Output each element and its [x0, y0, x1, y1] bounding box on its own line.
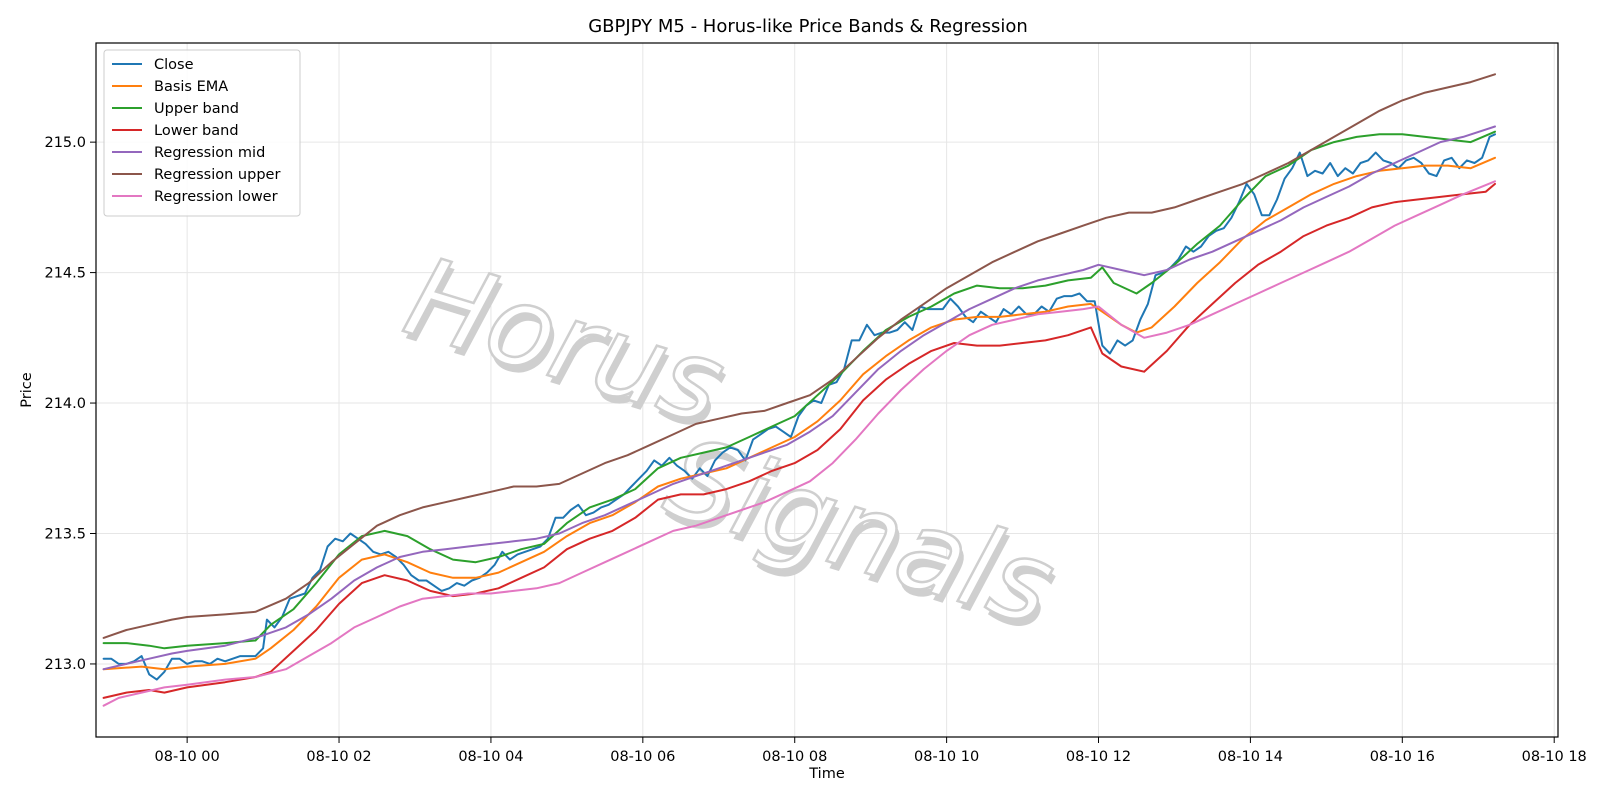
- y-tick-label: 215.0: [44, 135, 86, 151]
- y-tick-label: 214.0: [44, 396, 86, 412]
- chart-title: GBPJPY M5 - Horus-like Price Bands & Reg…: [588, 16, 1028, 37]
- legend: Close Basis EMA Upper band Lower band Regres…: [103, 49, 301, 217]
- series-line-lower-band: [102, 182, 1496, 699]
- y-tick-label: 213.5: [44, 526, 86, 542]
- x-tick-label: 08-10 10: [914, 749, 979, 765]
- x-axis: 08-10 00 08-10 02 08-10 04 08-10 06 08-10 08…: [155, 737, 1587, 765]
- legend-box: [103, 49, 301, 217]
- x-tick-label: 08-10 00: [155, 749, 220, 765]
- legend-label: Regression lower: [154, 189, 278, 205]
- series-line-close: [102, 133, 1496, 681]
- x-tick-label: 08-10 02: [306, 749, 371, 765]
- legend-label: Lower band: [154, 123, 239, 139]
- legend-label: Close: [154, 57, 194, 73]
- x-tick-label: 08-10 12: [1066, 749, 1131, 765]
- legend-label: Regression upper: [154, 167, 280, 183]
- x-tick-label: 08-10 14: [1218, 749, 1283, 765]
- legend-label: Regression mid: [154, 145, 265, 161]
- series-line-upper-band: [102, 130, 1496, 650]
- y-axis-label: Price: [19, 372, 35, 407]
- series-line-regression-upper: [102, 73, 1496, 639]
- plot-series: [102, 73, 1496, 707]
- series-line-regression-mid: [102, 125, 1496, 671]
- x-tick-label: 08-10 08: [762, 749, 827, 765]
- x-tick-label: 08-10 16: [1370, 749, 1435, 765]
- y-axis: 213.0 213.5 214.0 214.5 215.0: [44, 135, 96, 673]
- legend-label: Upper band: [154, 101, 239, 117]
- series-line-regression-lower: [102, 180, 1496, 707]
- y-tick-label: 214.5: [44, 266, 86, 282]
- series-line-basis-ema: [102, 156, 1496, 671]
- x-tick-label: 08-10 04: [458, 749, 523, 765]
- plot-frame: [95, 42, 1559, 738]
- x-tick-label: 08-10 18: [1522, 749, 1587, 765]
- x-tick-label: 08-10 06: [610, 749, 675, 765]
- legend-label: Basis EMA: [154, 79, 228, 95]
- x-axis-label: Time: [808, 766, 845, 782]
- y-tick-label: 213.0: [44, 657, 86, 673]
